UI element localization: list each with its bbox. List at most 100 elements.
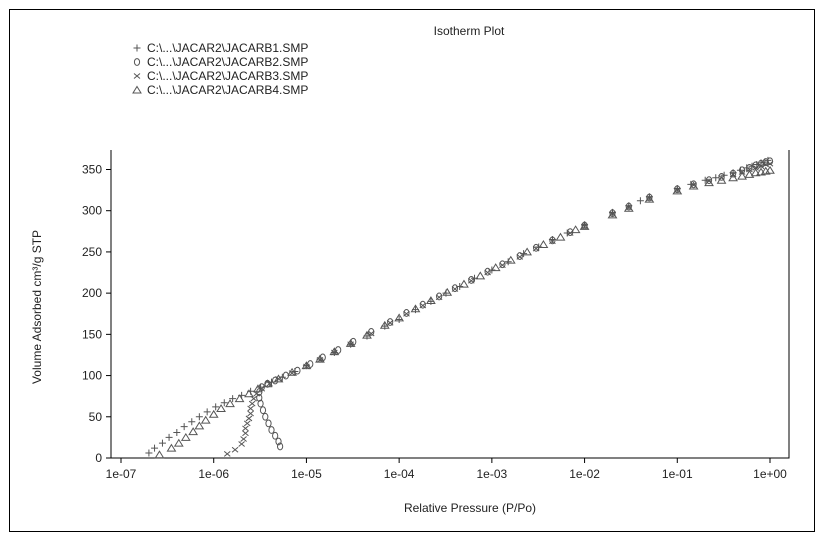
- data-point: [245, 415, 253, 422]
- data-point: [459, 279, 469, 288]
- legend-label: C:\...\JACAR2\JACARB1.SMP: [147, 41, 308, 55]
- data-point: [555, 232, 566, 241]
- data-point: [499, 262, 506, 268]
- data-point: [570, 225, 581, 234]
- data-point: [394, 313, 405, 322]
- data-marks: [145, 156, 775, 459]
- data-point: [467, 277, 475, 284]
- data-point: [247, 405, 254, 412]
- data-point: [646, 193, 653, 202]
- data-point: [646, 195, 653, 202]
- data-point: [436, 292, 443, 301]
- data-point: [362, 330, 372, 339]
- y-tick-label: 200: [82, 286, 102, 300]
- data-point: [273, 374, 284, 383]
- x-tick-label: 1e-06: [198, 467, 229, 481]
- series-2: [256, 157, 774, 451]
- data-point: [425, 296, 436, 305]
- data-point: [166, 443, 177, 452]
- data-point: [275, 437, 282, 446]
- data-point: [350, 337, 357, 346]
- data-point: [403, 310, 410, 317]
- isotherm-chart: Isotherm Plot C:\...\JACAR2\JACARB1.SMPC…: [30, 24, 790, 515]
- data-point: [718, 173, 725, 181]
- data-point: [538, 240, 549, 248]
- legend-marker: [132, 85, 142, 94]
- data-point: [240, 436, 247, 442]
- data-point: [712, 174, 720, 182]
- data-point: [379, 320, 390, 329]
- data-point: [315, 354, 325, 363]
- data-point: [386, 319, 394, 326]
- y-tick-label: 350: [82, 162, 102, 176]
- x-axis-label: Relative Pressure (P/Po): [404, 501, 536, 515]
- data-point: [673, 187, 681, 193]
- data-point: [644, 194, 655, 203]
- data-point: [674, 185, 681, 194]
- data-point: [750, 168, 761, 177]
- data-point: [275, 375, 282, 382]
- data-point: [636, 197, 644, 205]
- data-point: [248, 400, 256, 407]
- x-axis: 1e-07 1e-06 1e-05 1e-04 1e-03 1e-02 1e-01 1e+00: [106, 458, 787, 481]
- data-point: [730, 169, 737, 178]
- data-point: [287, 367, 297, 376]
- data-point: [212, 403, 220, 411]
- legend-label: C:\...\JACAR2\JACARB3.SMP: [147, 69, 308, 83]
- data-point: [499, 260, 506, 269]
- data-point: [154, 450, 165, 459]
- data-point: [442, 287, 453, 296]
- data-point: [532, 245, 540, 252]
- plot-border: [110, 150, 790, 459]
- data-point: [173, 438, 184, 447]
- data-point: [188, 418, 196, 426]
- data-point: [387, 318, 394, 326]
- data-point: [244, 389, 254, 398]
- y-tick-label: 50: [89, 410, 103, 424]
- data-point: [234, 394, 245, 403]
- plot-area: [110, 150, 790, 459]
- data-point: [516, 253, 524, 260]
- x-tick-label: 1e+00: [753, 467, 787, 481]
- data-point: [688, 181, 699, 190]
- data-point: [242, 425, 249, 432]
- data-point: [690, 182, 697, 189]
- data-point: [410, 304, 421, 313]
- data-point: [262, 379, 273, 388]
- data-point: [180, 423, 188, 431]
- data-point: [225, 399, 235, 408]
- data-point: [272, 431, 279, 440]
- x-tick-label: 1e-07: [106, 467, 137, 481]
- data-point: [345, 338, 356, 347]
- legend-marker: [133, 73, 141, 79]
- data-point: [475, 271, 486, 280]
- x-tick-label: 1e-04: [384, 467, 415, 481]
- data-point: [549, 236, 556, 245]
- data-point: [451, 284, 459, 293]
- data-point: [180, 432, 191, 441]
- data-point: [752, 164, 759, 171]
- data-point: [716, 175, 727, 184]
- data-point: [505, 255, 516, 264]
- data-point: [766, 160, 774, 167]
- data-point: [468, 276, 475, 284]
- x-tick-label: 1e-03: [477, 467, 508, 481]
- data-point: [268, 426, 275, 434]
- data-point: [490, 263, 501, 272]
- y-axis-label: Volume Adsorbed cm³/g STP: [30, 230, 44, 384]
- data-point: [690, 180, 697, 189]
- data-point: [145, 449, 153, 457]
- legend-marker: [133, 58, 141, 66]
- data-point: [757, 163, 765, 170]
- data-point: [625, 202, 632, 211]
- data-point: [549, 238, 556, 245]
- data-point: [272, 376, 279, 385]
- data-point: [567, 228, 574, 237]
- series-1: [145, 156, 772, 457]
- data-point: [581, 223, 588, 230]
- data-point: [194, 421, 205, 430]
- legend-label: C:\...\JACAR2\JACARB2.SMP: [147, 55, 308, 69]
- y-tick-label: 300: [82, 204, 102, 218]
- data-point: [203, 408, 211, 416]
- data-point: [737, 171, 747, 180]
